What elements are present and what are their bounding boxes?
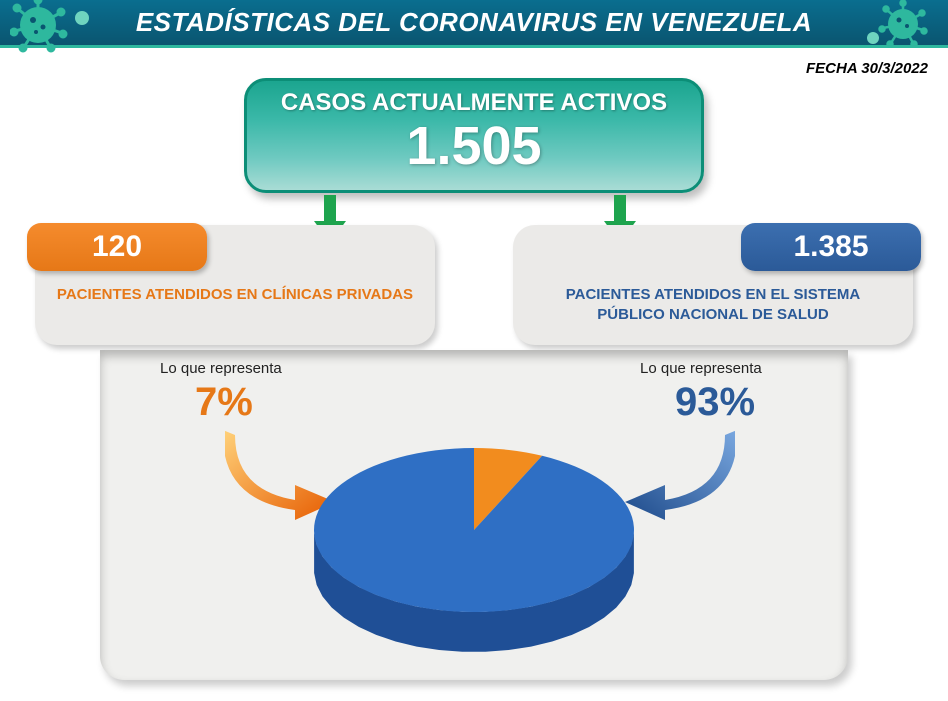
private-clinics-card: 120 PACIENTES ATENDIDOS EN CLÍNICAS PRIV… [35,225,435,345]
private-clinics-value: 120 [92,230,142,264]
percent-right: 93% [675,380,755,425]
public-system-value: 1.385 [793,230,868,264]
active-cases-value: 1.505 [247,117,701,176]
public-system-desc: PACIENTES ATENDIDOS EN EL SISTEMA PÚBLIC… [513,285,913,324]
date-label: FECHA 30/3/2022 [806,60,928,77]
active-cases-title: CASOS ACTUALMENTE ACTIVOS [247,89,701,117]
header-bar: ESTADÍSTICAS DEL CORONAVIRUS EN VENEZUEL… [0,0,948,48]
percent-left: 7% [195,380,253,425]
public-system-badge: 1.385 [741,223,921,271]
private-clinics-desc: PACIENTES ATENDIDOS EN CLÍNICAS PRIVADAS [35,285,435,305]
represent-label-left: Lo que representa [160,360,282,377]
active-cases-card: CASOS ACTUALMENTE ACTIVOS 1.505 [244,78,704,193]
header-title: ESTADÍSTICAS DEL CORONAVIRUS EN VENEZUEL… [136,7,812,38]
private-clinics-badge: 120 [27,223,207,271]
virus-icon [863,0,933,55]
represent-label-right: Lo que representa [640,360,762,377]
pie-chart [304,420,644,660]
public-system-card: 1.385 PACIENTES ATENDIDOS EN EL SISTEMA … [513,225,913,345]
virus-icon [10,0,100,60]
